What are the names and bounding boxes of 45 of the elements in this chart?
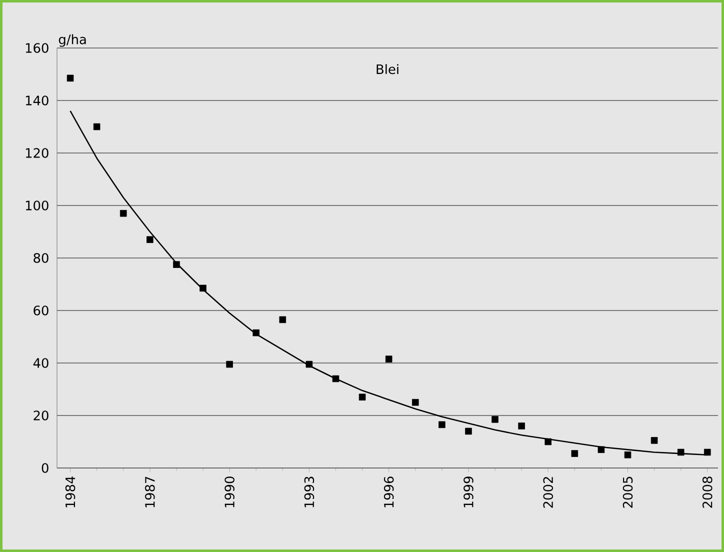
y-tick-label: 20 <box>34 410 48 420</box>
point <box>544 438 552 446</box>
point <box>518 422 525 430</box>
point <box>226 360 233 368</box>
point <box>465 428 472 435</box>
point <box>93 123 100 130</box>
y-tick-label: 60 <box>34 306 48 316</box>
point <box>66 74 74 82</box>
point <box>571 450 578 457</box>
point <box>200 284 206 292</box>
point <box>438 421 446 428</box>
point <box>650 437 658 444</box>
x-tick-label: 2002 <box>543 477 554 508</box>
x-tick-label: 1993 <box>304 476 314 508</box>
x-tick-label: 1990 <box>224 476 234 508</box>
point <box>332 375 340 382</box>
text: Blei <box>376 64 398 74</box>
point <box>279 316 286 324</box>
point <box>624 451 632 458</box>
y-tick-label: 40 <box>33 358 48 368</box>
point <box>120 210 127 217</box>
point <box>252 329 260 336</box>
x-tick-label: 1987 <box>145 476 155 508</box>
point <box>146 236 154 243</box>
y-axis-title: g/ha <box>58 34 86 47</box>
point <box>173 261 180 268</box>
y-tick-label: 100 <box>26 200 48 210</box>
x-tick-label: 2008 <box>702 476 712 508</box>
point <box>598 446 605 453</box>
point <box>492 416 498 423</box>
point <box>704 448 711 456</box>
x-tick-label: 1984 <box>65 476 76 508</box>
point <box>306 360 313 368</box>
y-tick-label: 0 <box>42 463 48 473</box>
point <box>412 398 419 406</box>
x-tick-label: 1996 <box>384 476 394 508</box>
x-tick-label: 1999 <box>464 476 474 508</box>
point <box>385 356 392 362</box>
y-tick-label: 140 <box>26 96 48 106</box>
y-tick-label: 160 <box>26 43 48 53</box>
y-tick-label: 80 <box>34 253 48 263</box>
point <box>677 448 684 456</box>
y-tick-label: 120 <box>26 148 48 158</box>
x-tick-label: 2005 <box>622 476 633 508</box>
point <box>358 394 366 400</box>
